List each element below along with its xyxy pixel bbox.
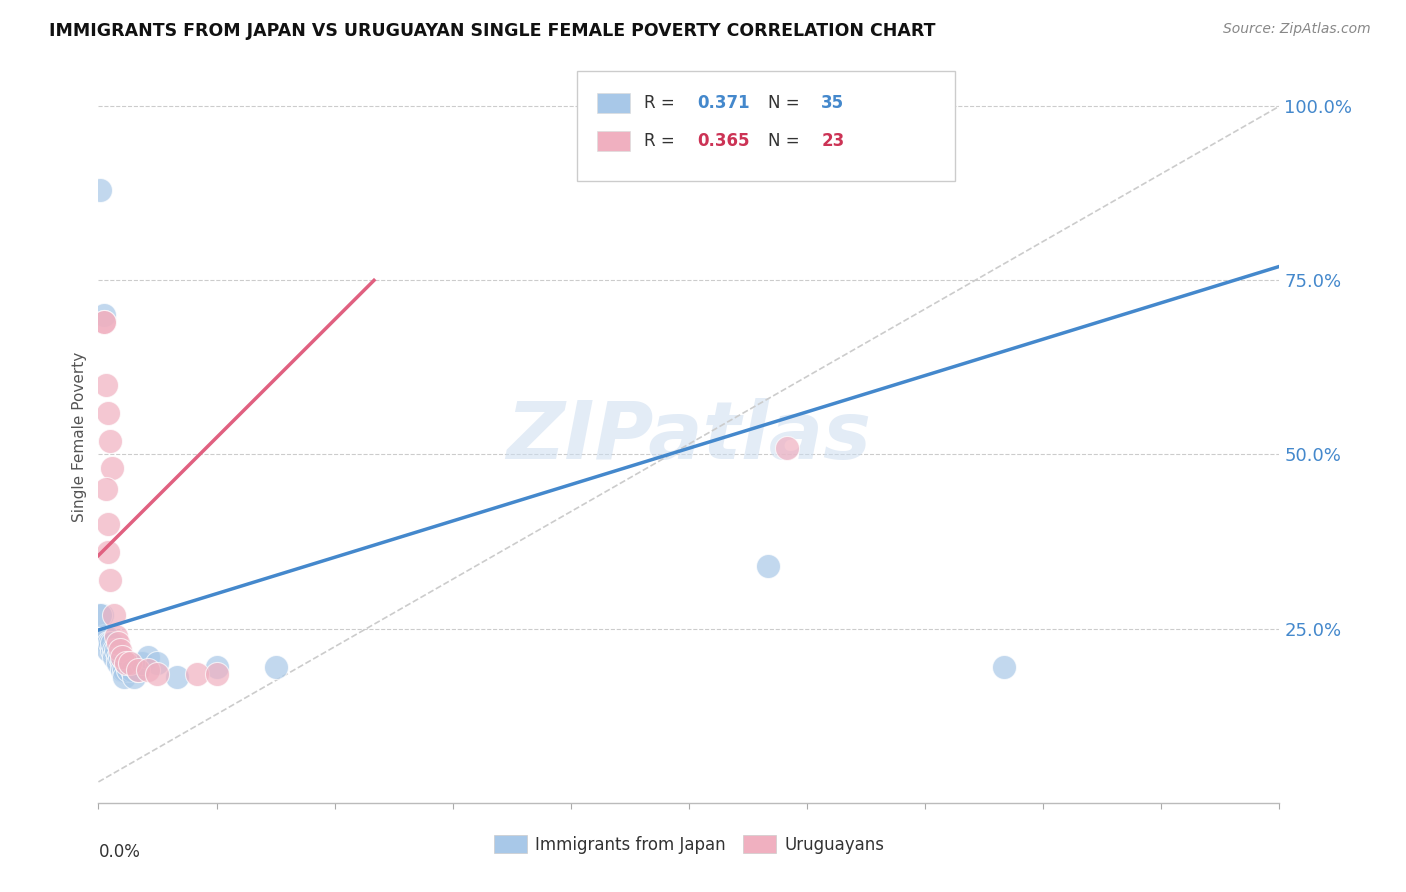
Point xyxy=(993,660,1015,674)
Point xyxy=(93,629,115,643)
Text: R =: R = xyxy=(644,94,681,112)
Point xyxy=(98,573,121,587)
Text: R =: R = xyxy=(644,132,681,150)
Point xyxy=(96,629,118,643)
Point xyxy=(97,635,120,649)
Point xyxy=(127,664,149,678)
Point xyxy=(108,642,131,657)
Text: Source: ZipAtlas.com: Source: ZipAtlas.com xyxy=(1223,22,1371,37)
Text: N =: N = xyxy=(768,132,806,150)
Point xyxy=(101,635,124,649)
Point xyxy=(103,607,125,622)
Point xyxy=(112,664,135,678)
Text: N =: N = xyxy=(768,94,806,112)
Point xyxy=(136,664,159,678)
Text: ZIPatlas: ZIPatlas xyxy=(506,398,872,476)
Text: 0.371: 0.371 xyxy=(697,94,749,112)
Point xyxy=(98,434,121,448)
Point xyxy=(112,670,135,684)
Point xyxy=(97,545,120,559)
FancyBboxPatch shape xyxy=(576,71,955,181)
Bar xyxy=(596,130,630,151)
Point xyxy=(105,642,128,657)
Point xyxy=(117,664,139,678)
Point xyxy=(107,649,129,664)
Point xyxy=(111,649,134,664)
Point xyxy=(97,642,120,657)
Point xyxy=(146,667,169,681)
Legend: Immigrants from Japan, Uruguayans: Immigrants from Japan, Uruguayans xyxy=(486,829,891,860)
Point xyxy=(93,308,115,322)
Point xyxy=(103,649,125,664)
Point xyxy=(115,657,138,671)
Point xyxy=(127,664,149,678)
Bar xyxy=(596,93,630,113)
Point xyxy=(122,670,145,684)
Point xyxy=(131,657,153,671)
Point xyxy=(91,607,114,622)
Y-axis label: Single Female Poverty: Single Female Poverty xyxy=(72,352,87,522)
Point xyxy=(121,664,143,678)
Point xyxy=(101,461,124,475)
Point xyxy=(98,635,121,649)
Point xyxy=(186,667,208,681)
Point xyxy=(93,315,115,329)
Text: 0.365: 0.365 xyxy=(697,132,749,150)
Text: 0.0%: 0.0% xyxy=(98,843,141,861)
Point xyxy=(118,657,141,671)
Point xyxy=(97,517,120,532)
Point xyxy=(101,642,124,657)
Point xyxy=(89,183,111,197)
Point xyxy=(205,667,228,681)
Point xyxy=(118,657,141,671)
Point xyxy=(107,635,129,649)
Text: IMMIGRANTS FROM JAPAN VS URUGUAYAN SINGLE FEMALE POVERTY CORRELATION CHART: IMMIGRANTS FROM JAPAN VS URUGUAYAN SINGL… xyxy=(49,22,936,40)
Point xyxy=(776,441,799,455)
Point xyxy=(264,660,287,674)
Point xyxy=(115,657,138,671)
Point xyxy=(96,377,118,392)
Point xyxy=(136,649,159,664)
Text: 23: 23 xyxy=(821,132,845,150)
Point xyxy=(96,483,118,497)
Point xyxy=(166,670,188,684)
Point xyxy=(105,629,128,643)
Point xyxy=(146,657,169,671)
Text: 35: 35 xyxy=(821,94,845,112)
Point xyxy=(89,607,111,622)
Point xyxy=(205,660,228,674)
Point xyxy=(107,657,129,671)
Point xyxy=(97,406,120,420)
Point xyxy=(108,649,131,664)
Point xyxy=(93,315,115,329)
Point xyxy=(111,664,134,678)
Point xyxy=(103,642,125,657)
Point xyxy=(111,657,134,671)
Point xyxy=(756,558,779,573)
